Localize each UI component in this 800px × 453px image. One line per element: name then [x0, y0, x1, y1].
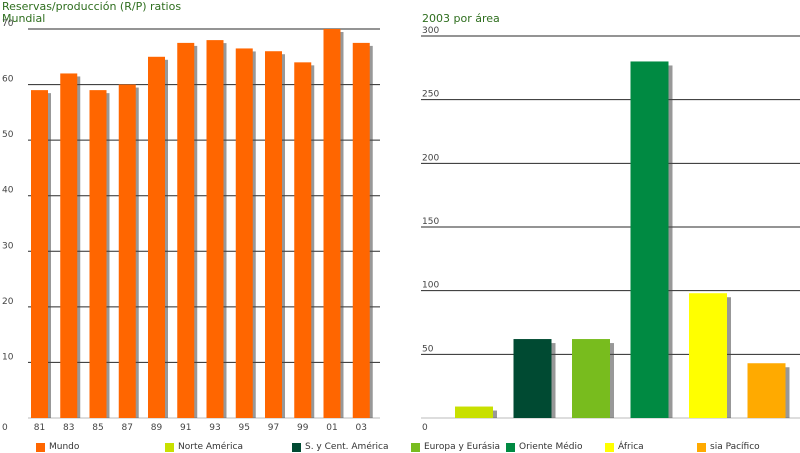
left-bar [352, 42, 370, 419]
legend-swatch [605, 442, 614, 452]
left-y-tick-label: 60 [2, 75, 14, 85]
left-x-tick-label: 03 [356, 423, 367, 433]
left-y-tick-label: 0 [2, 423, 8, 433]
legend: Mundo Norte América S. y Cent. América Euro… [0, 441, 800, 453]
left-chart-title: Reservas/producción (R/P) ratios [2, 0, 182, 13]
left-bar [206, 40, 224, 418]
legend-item: Oriente Médio [506, 441, 582, 453]
left-bar [323, 29, 341, 418]
legend-swatch [411, 442, 420, 452]
left-y-tick-label: 50 [2, 130, 14, 140]
right-y-tick-label: 0 [422, 423, 428, 433]
legend-swatch [36, 442, 45, 452]
legend-label: Europa y Eurásia [424, 442, 500, 452]
right-bar [689, 293, 727, 418]
legend-item: Mundo [36, 441, 79, 453]
left-x-tick-label: 85 [92, 423, 103, 433]
left-chart-subtitle: Mundial [2, 12, 46, 25]
legend-label: Norte América [178, 442, 243, 452]
right-y-tick-label: 150 [422, 217, 439, 227]
right-bar [513, 339, 552, 418]
left-y-tick-label: 20 [2, 297, 14, 307]
legend-item: Norte América [165, 441, 243, 453]
legend-item: S. y Cent. América [292, 441, 389, 453]
left-bar [60, 73, 78, 418]
legend-label: sia Pacífico [710, 442, 760, 452]
left-y-tick-label: 70 [2, 19, 14, 29]
left-bar [294, 62, 312, 418]
right-y-tick-label: 200 [422, 153, 439, 163]
left-x-tick-label: 99 [297, 423, 309, 433]
right-bar [455, 406, 493, 418]
left-y-tick-label: 30 [2, 241, 14, 251]
legend-swatch [165, 442, 174, 452]
right-y-tick-label: 300 [422, 26, 439, 36]
left-x-tick-label: 89 [151, 423, 163, 433]
legend-item: sia Pacífico [697, 441, 760, 453]
legend-item: Europa y Eurásia [411, 441, 500, 453]
left-bar [265, 51, 282, 418]
right-bar [572, 339, 610, 418]
legend-item: África [605, 441, 644, 453]
legend-swatch [506, 442, 515, 452]
left-bar [235, 48, 253, 418]
left-bar [89, 90, 107, 418]
right-chart-title: 2003 por área [422, 12, 500, 25]
left-x-tick-label: 87 [122, 423, 133, 433]
right-y-tick-label: 250 [422, 90, 439, 100]
left-bar [31, 90, 48, 418]
left-x-tick-label: 93 [209, 423, 220, 433]
left-x-tick-label: 91 [180, 423, 191, 433]
legend-swatch [292, 442, 301, 452]
legend-label: Mundo [49, 442, 80, 452]
left-x-tick-label: 95 [239, 423, 250, 433]
left-y-tick-label: 10 [2, 352, 14, 362]
right-bar [747, 363, 786, 418]
right-y-tick-label: 50 [422, 344, 434, 354]
left-bar [177, 42, 195, 419]
left-y-tick-label: 40 [2, 186, 14, 196]
left-x-tick-label: 01 [326, 423, 337, 433]
left-bar [118, 84, 136, 419]
left-bar [148, 56, 165, 419]
legend-swatch [697, 442, 706, 452]
left-x-tick-label: 97 [268, 423, 279, 433]
legend-label: África [618, 442, 644, 452]
legend-label: S. y Cent. América [305, 442, 389, 452]
right-y-tick-label: 100 [422, 281, 439, 291]
right-bar [630, 61, 669, 418]
legend-label: Oriente Médio [519, 442, 583, 452]
left-x-tick-label: 83 [63, 423, 74, 433]
left-x-tick-label: 81 [34, 423, 45, 433]
